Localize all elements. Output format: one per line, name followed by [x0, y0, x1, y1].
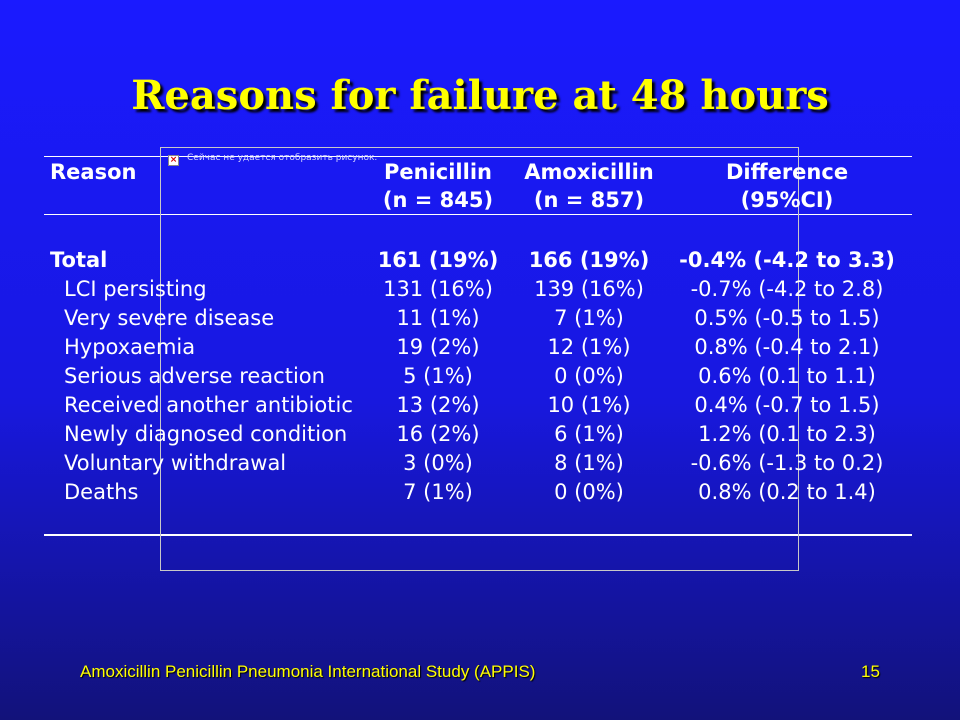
table-row-reason: Serious adverse reaction [64, 364, 325, 388]
table-row-penicillin: 7 (1%) [403, 480, 473, 504]
header-penicillin: Penicillin [384, 160, 492, 184]
table-row-amoxicillin: 139 (16%) [534, 277, 644, 301]
table-header-rule [44, 214, 912, 215]
row-total-difference: -0.4% (-4.2 to 3.3) [679, 248, 895, 272]
table-row-reason: Very severe disease [64, 306, 275, 330]
table-row-penicillin: 19 (2%) [396, 335, 480, 359]
table-row-penicillin: 5 (1%) [403, 364, 473, 388]
table-row-penicillin: 11 (1%) [396, 306, 480, 330]
row-total-amoxicillin: 166 (19%) [528, 248, 650, 272]
table-row-amoxicillin: 10 (1%) [547, 393, 631, 417]
table-top-rule [44, 156, 912, 157]
table-row-penicillin: 131 (16%) [383, 277, 493, 301]
table-row-difference: -0.7% (-4.2 to 2.8) [690, 277, 884, 301]
row-total-penicillin: 161 (19%) [377, 248, 499, 272]
table-row-amoxicillin: 0 (0%) [554, 480, 624, 504]
table-row-difference: 0.4% (-0.7 to 1.5) [694, 393, 880, 417]
slide-title: Reasons for failure at 48 hours [131, 72, 829, 119]
table-row-amoxicillin: 8 (1%) [554, 451, 624, 475]
header-reason: Reason [50, 160, 137, 184]
table-row-reason: LCI persisting [64, 277, 207, 301]
broken-image-icon: × [168, 155, 179, 166]
table-row-amoxicillin: 0 (0%) [554, 364, 624, 388]
table-row-reason: Hypoxaemia [64, 335, 196, 359]
table-row-reason: Deaths [64, 480, 139, 504]
header-amoxicillin-n: (n = 857) [533, 188, 645, 212]
table-row-difference: -0.6% (-1.3 to 0.2) [690, 451, 884, 475]
table-row-difference: 1.2% (0.1 to 2.3) [698, 422, 876, 446]
row-total-reason: Total [50, 248, 108, 272]
table-row-amoxicillin: 12 (1%) [547, 335, 631, 359]
table-row-reason: Newly diagnosed condition [64, 422, 348, 446]
table-row-penicillin: 16 (2%) [396, 422, 480, 446]
header-difference-ci: (95%CI) [740, 188, 834, 212]
table-row-difference: 0.8% (0.2 to 1.4) [698, 480, 876, 504]
page-number: 15 [861, 662, 880, 681]
table-row-difference: 0.5% (-0.5 to 1.5) [694, 306, 880, 330]
footer-study-name: Amoxicillin Penicillin Pneumonia Interna… [80, 662, 536, 681]
table-row-penicillin: 13 (2%) [396, 393, 480, 417]
broken-image-placeholder: × Сейчас не удается отобразить рисунок. [160, 147, 799, 571]
table-row-difference: 0.6% (0.1 to 1.1) [698, 364, 876, 388]
table-row-reason: Received another antibiotic [64, 393, 353, 417]
table-row-amoxicillin: 7 (1%) [554, 306, 624, 330]
table-row-amoxicillin: 6 (1%) [554, 422, 624, 446]
header-penicillin-n: (n = 845) [382, 188, 494, 212]
header-difference: Difference [725, 160, 849, 184]
broken-image-message: Сейчас не удается отобразить рисунок. [187, 153, 378, 163]
table-bottom-rule [44, 534, 912, 536]
table-row-difference: 0.8% (-0.4 to 2.1) [694, 335, 880, 359]
table-row-penicillin: 3 (0%) [403, 451, 473, 475]
table-row-reason: Voluntary withdrawal [64, 451, 287, 475]
header-amoxicillin: Amoxicillin [524, 160, 654, 184]
